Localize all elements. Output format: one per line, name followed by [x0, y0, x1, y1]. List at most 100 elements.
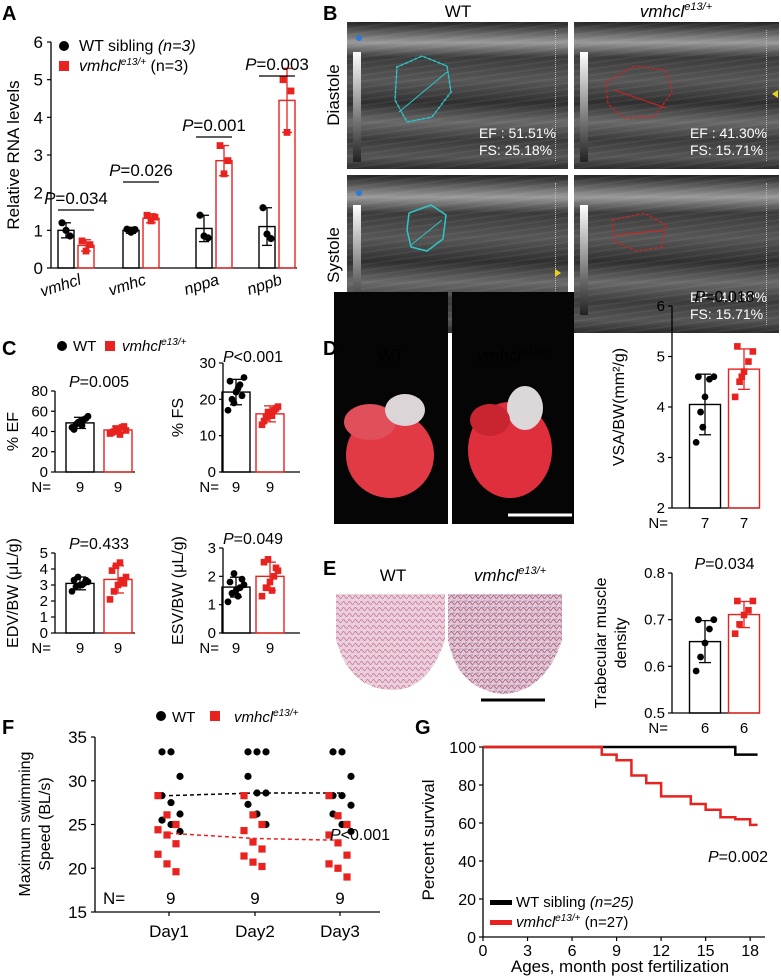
fs-value: FS: 25.18%: [478, 142, 553, 158]
y-tick-label: 25: [68, 816, 87, 835]
data-point: [82, 247, 90, 255]
y-tick-label: 20: [199, 391, 216, 408]
legend-wt-label: WT sibling (n=3): [79, 38, 196, 55]
data-point: [106, 596, 114, 603]
y-tick-label: 1: [34, 221, 43, 240]
y-tick-label: 4: [34, 108, 43, 127]
data-point: [260, 558, 268, 566]
data-point: [114, 581, 122, 589]
data-point: [749, 597, 757, 605]
x-tick-label: 9: [612, 943, 621, 960]
data-point: [154, 850, 162, 858]
chart-c-esv: 0 1 2 3 ESV/BW (μL/g) P=0.049 N= 9 9: [170, 531, 300, 657]
data-point: [268, 412, 276, 419]
data-point: [736, 378, 743, 386]
ultrasound-wt-diastole: EF : 51.51% FS: 25.18%: [347, 22, 568, 169]
data-point: [694, 373, 702, 381]
data-point: [240, 374, 248, 381]
y-axis-label: Percent survival: [419, 780, 438, 901]
y-axis-label: Relative RNA levels: [4, 80, 23, 229]
panel-letter-f: F: [2, 717, 14, 739]
data-point: [154, 792, 162, 800]
data-point: [264, 556, 272, 563]
legend-mut-marker: [210, 711, 220, 721]
data-point: [272, 405, 280, 412]
p-value-number: =0.433: [80, 536, 129, 553]
data-point: [267, 235, 275, 243]
y-tick-label: 3: [40, 577, 48, 594]
legend-wt-marker: [490, 900, 512, 905]
legend-mut-label: vmhcle13/+: [122, 337, 187, 355]
data-point: [238, 392, 246, 400]
p-value-number: =0.049: [234, 531, 283, 548]
n-count: 9: [76, 640, 84, 657]
y-tick-label: 3: [657, 450, 665, 467]
ef-value: EF : 41.30%: [689, 125, 767, 141]
p-value: P=0.018: [694, 289, 754, 306]
p-value-number: =0.018: [705, 289, 754, 306]
legend-name: vmhcl: [516, 914, 556, 931]
n-count: 9: [266, 479, 274, 496]
data-point: [86, 241, 94, 249]
d-mut-label: vmhcle13/+: [477, 345, 550, 365]
p-value-label: P: [330, 827, 341, 844]
p-value: P=0.049: [223, 531, 283, 548]
legend-mut-marker: [490, 920, 512, 925]
y-axis-label: VSA/BW(mm²/g): [611, 348, 628, 466]
data-point: [234, 385, 242, 392]
n-label: N=: [199, 479, 219, 496]
data-point: [270, 573, 278, 580]
lv-outline-wt-diastole: [356, 35, 453, 124]
p-value-number: =0.005: [80, 374, 129, 391]
b-wt-label: WT: [445, 2, 471, 21]
data-point: [325, 831, 333, 839]
p-value-label: P: [708, 849, 719, 866]
y-tick-label: 3: [208, 540, 216, 557]
data-point: [143, 211, 151, 219]
y-tick-label: 0: [40, 625, 48, 642]
data-point: [266, 578, 274, 586]
y-tick-label: 0.8: [644, 565, 665, 582]
y-tick-label: 0.6: [644, 658, 665, 675]
p-value-number: =0.034: [55, 189, 107, 208]
data-point: [699, 423, 707, 431]
n-label: N=: [31, 640, 51, 657]
histology-mut: [448, 594, 562, 694]
data-point: [224, 598, 232, 606]
legend-wt-label: WT: [73, 338, 96, 355]
data-point: [108, 429, 116, 436]
x-tick-label: nppa: [182, 272, 221, 299]
n-count: 9: [166, 889, 175, 908]
n-count: 9: [114, 479, 122, 496]
data-point: [701, 639, 709, 647]
legend-wt-label: WT: [172, 709, 195, 726]
y-tick-label: 40: [31, 424, 48, 441]
data-point: [745, 607, 752, 614]
data-point: [287, 87, 295, 95]
x-tick-label: 6: [568, 943, 577, 960]
data-point: [249, 811, 257, 819]
data-point: [172, 868, 180, 876]
p-value: P=0.005: [69, 374, 129, 391]
y-tick-label: 40: [458, 854, 476, 871]
panel-letter-c: C: [2, 338, 16, 360]
n-count: 6: [701, 720, 709, 737]
chart-c-fs: 0 10 20 30 % FS P<0.001 N= 9 9: [170, 349, 300, 496]
p-value-number: =0.026: [120, 161, 172, 180]
data-point: [78, 581, 86, 589]
data-point: [264, 408, 272, 416]
data-point: [82, 414, 90, 422]
y-axis-label: Trabecular muscle density: [593, 577, 630, 708]
y-tick-label: 1: [40, 609, 48, 626]
data-point: [347, 801, 355, 809]
n-label: N=: [199, 640, 219, 657]
data-point: [262, 748, 270, 756]
p-value: P<0.001: [223, 349, 283, 366]
y-tick-label: 60: [458, 816, 476, 833]
data-point: [220, 170, 228, 178]
legend-mut-marker: [59, 61, 69, 71]
legend-n: (n=3): [146, 58, 188, 75]
data-point: [240, 827, 248, 835]
y-tick-label: 1: [208, 597, 216, 614]
data-point: [710, 373, 718, 381]
